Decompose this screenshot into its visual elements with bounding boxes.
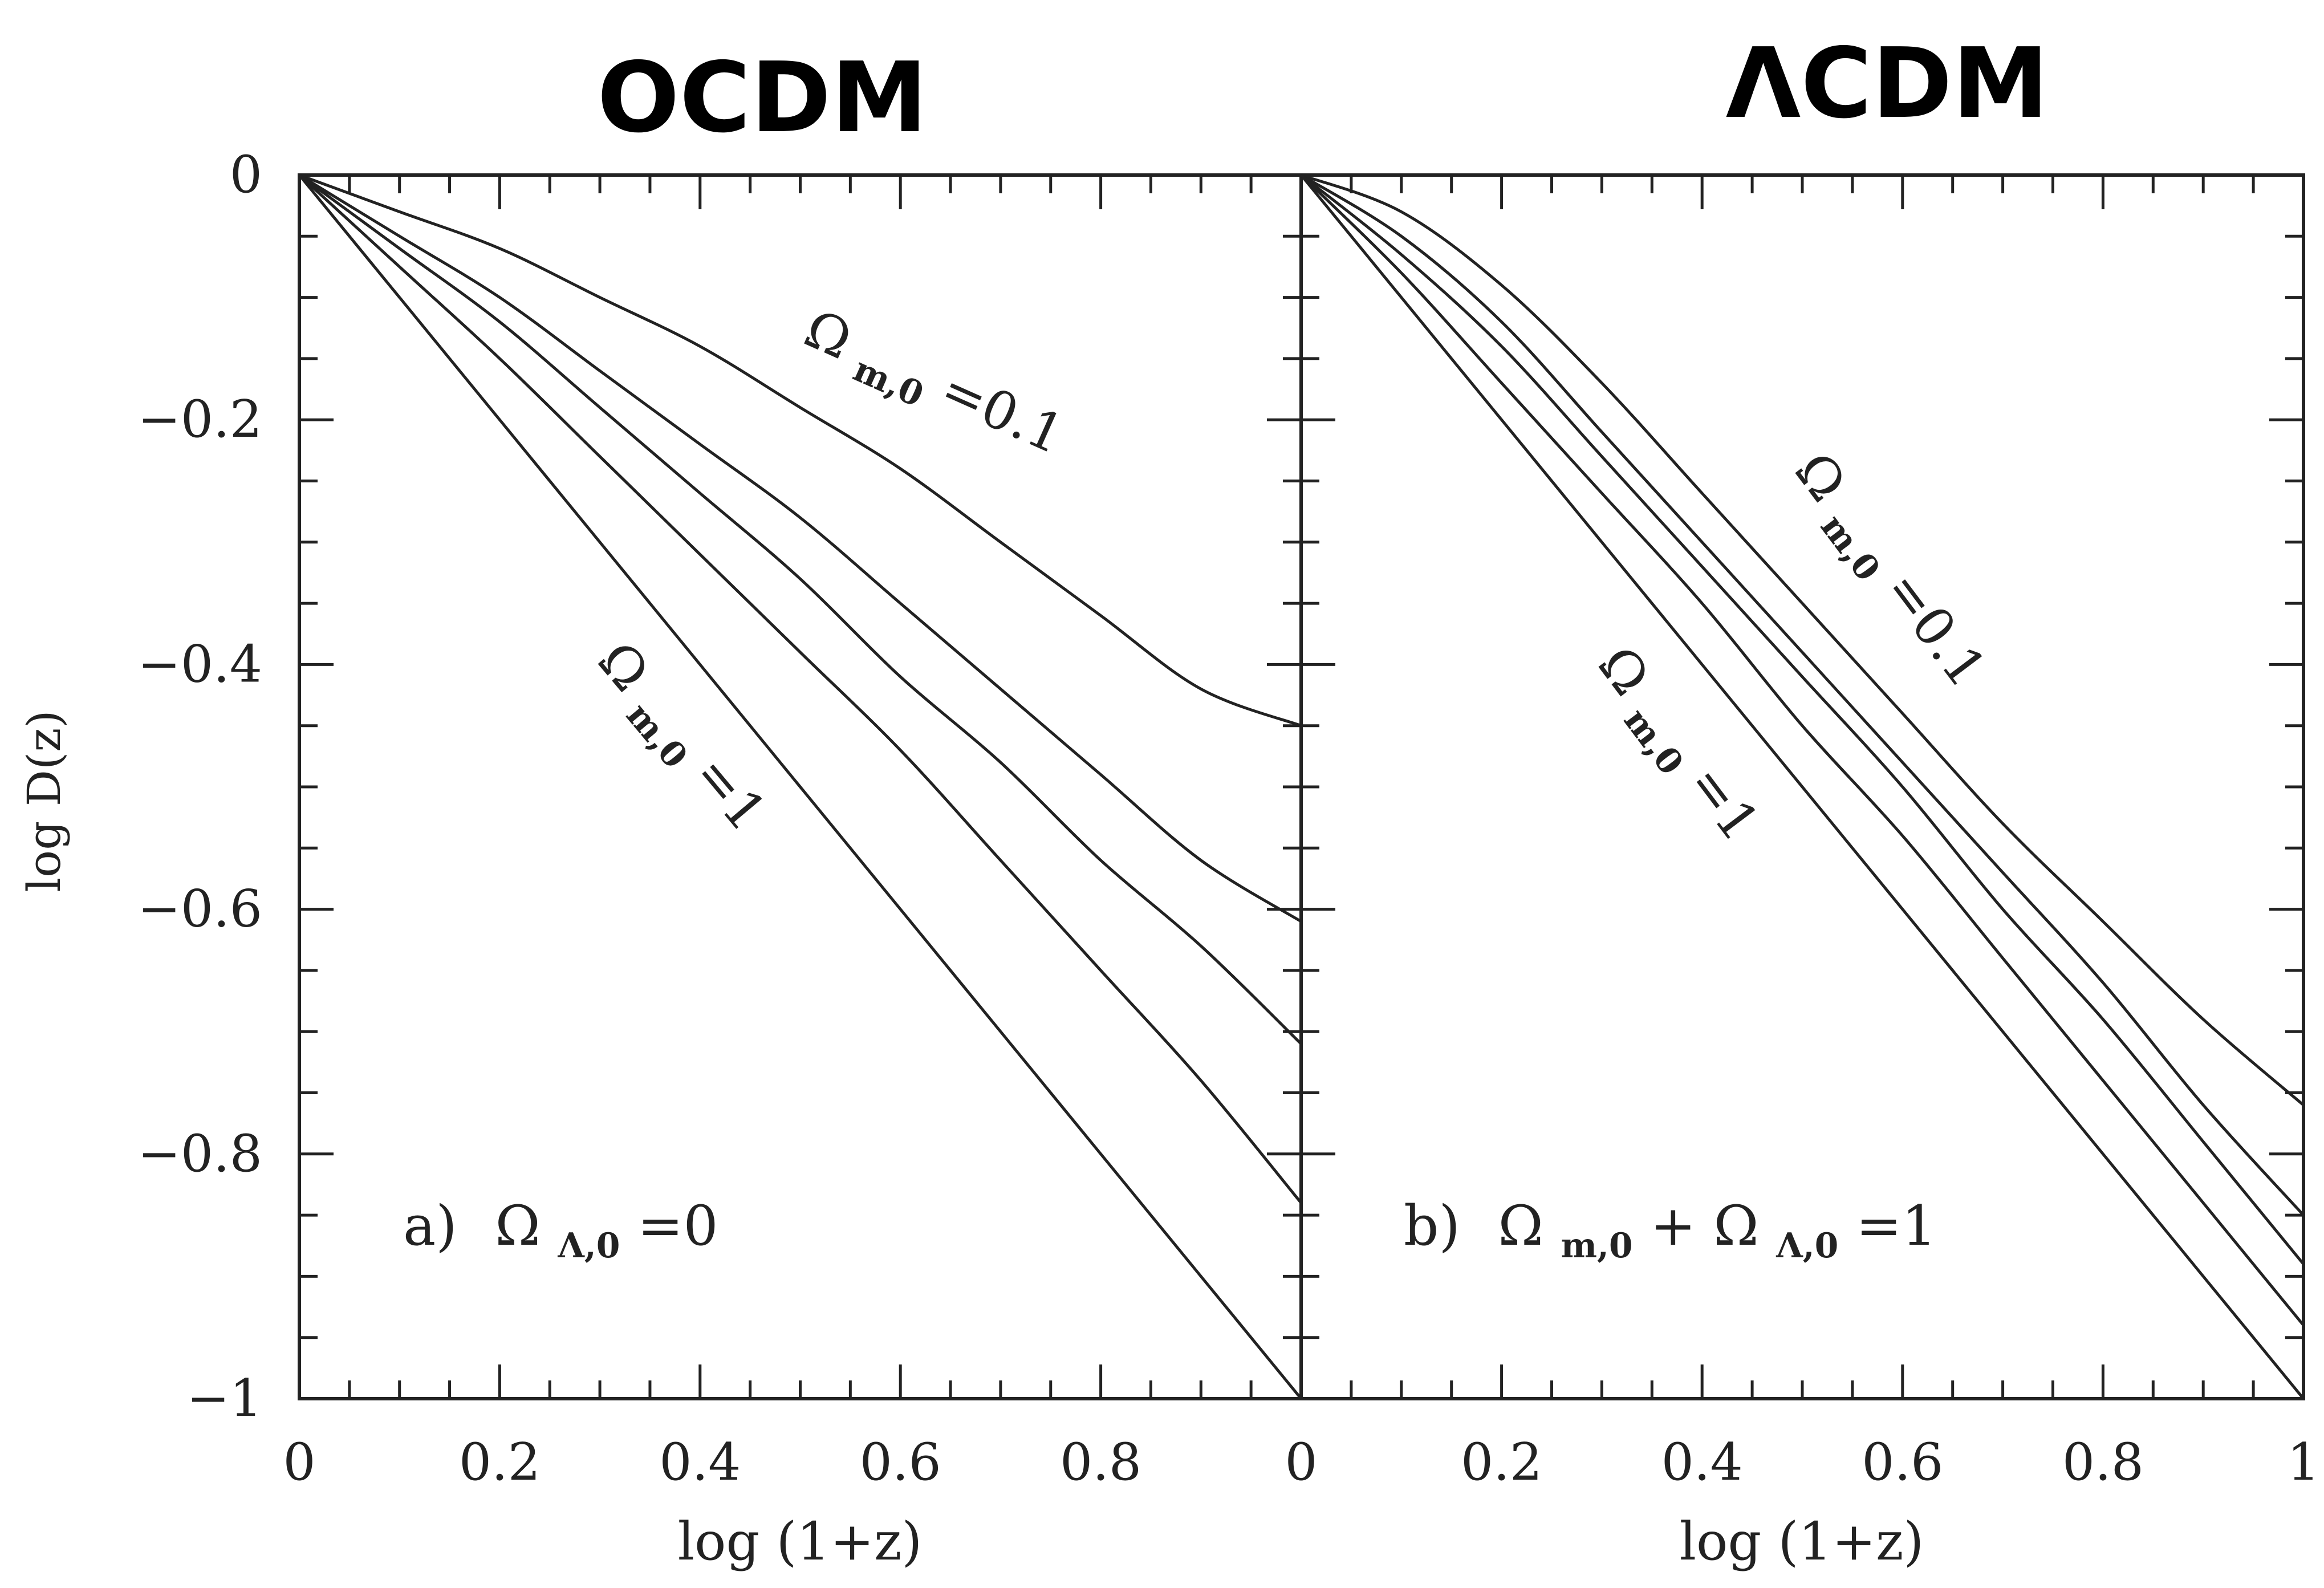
panel-a-x-tick-labels: 0 0.2 0.4 0.6 0.8 <box>283 1432 1141 1492</box>
x-tick-label: 0 <box>1285 1432 1317 1492</box>
panel-b-omega-lambda-subscript: Λ,0 <box>1775 1226 1838 1266</box>
curve-label-omega: Ω <box>796 298 860 371</box>
panel-b-handwritten-title: ΛCDM <box>1726 27 2049 140</box>
x-tick-label: 0.6 <box>1862 1432 1943 1492</box>
panel-a-curve-label-low-omega: Ω m,0 =0.1 <box>791 298 1073 477</box>
x-tick-label: 0.2 <box>459 1432 541 1492</box>
series-line-1 <box>1301 173 2305 1106</box>
panel-a-ticks <box>298 173 1303 1400</box>
panel-b-plus-sign: + <box>1650 1194 1696 1258</box>
panel-b-x-tick-labels: 0 0.2 0.4 0.6 0.8 1 <box>1285 1432 2319 1492</box>
panel-a-curve-label-high-omega: Ω m,0 =1 <box>576 630 778 851</box>
panel-a-omega-symbol: Ω <box>495 1194 541 1258</box>
x-tick-label: 0.8 <box>2062 1432 2144 1492</box>
y-tick-label: −0.4 <box>137 634 262 694</box>
series-line-5 <box>1300 174 2305 1400</box>
y-tick-label: −0.6 <box>137 879 262 939</box>
y-tick-label: 0 <box>230 145 262 205</box>
series-line-4 <box>298 174 1302 1204</box>
panel-b-condition-value: =1 <box>1856 1194 1937 1258</box>
panel-a-label: a) <box>403 1194 457 1258</box>
series-line-2 <box>298 173 1302 923</box>
panel-a-omega-subscript: Λ,0 <box>557 1226 620 1266</box>
panel-b-omega-lambda-symbol: Ω <box>1713 1194 1759 1258</box>
curve-label-subscript: m,0 <box>618 696 695 777</box>
panel-b-x-axis-label: log (1+z) <box>1680 1511 1924 1572</box>
panel-b-condition: b) Ω m,0 + Ω Λ,0 =1 <box>1404 1194 1936 1270</box>
series-line-3 <box>1300 174 2305 1265</box>
panel-b-curves <box>1300 173 2305 1400</box>
series-line-1 <box>299 173 1302 728</box>
x-tick-label: 0.2 <box>1461 1432 1542 1492</box>
curve-label-subscript: m,0 <box>1813 507 1888 588</box>
curve-label-omega: Ω <box>586 630 661 702</box>
series-line-4 <box>1300 174 2305 1326</box>
series-line-5 <box>298 174 1302 1400</box>
panel-b-curve-label-low-omega: Ω m,0 =0.1 <box>1773 441 1998 706</box>
x-tick-label: 0.4 <box>1661 1432 1743 1492</box>
panel-a-handwritten-title: OCDM <box>597 42 928 155</box>
curve-label-value: =1 <box>1676 754 1771 852</box>
y-tick-label: −0.2 <box>137 389 262 449</box>
curve-label-subscript: m,0 <box>1616 701 1691 782</box>
panel-b-omega-m-subscript: m,0 <box>1561 1226 1633 1266</box>
panel-b-ticks <box>1299 173 2305 1400</box>
curve-label-value: =1 <box>682 744 778 843</box>
curve-label-subscript: m,0 <box>847 350 929 415</box>
panel-a-condition-value: =0 <box>637 1194 718 1258</box>
y-axis-label: log D(z) <box>18 710 71 892</box>
series-line-2 <box>1300 173 2305 1216</box>
curve-label-omega: Ω <box>1586 635 1661 706</box>
curve-label-value: =0.1 <box>932 358 1073 466</box>
y-tick-label: −0.8 <box>137 1124 262 1184</box>
y-tick-labels: 0 −0.2 −0.4 −0.6 −0.8 −1 <box>137 145 262 1428</box>
panel-a-curves <box>298 173 1302 1400</box>
panel-b-curve-label-high-omega: Ω m,0 =1 <box>1577 635 1772 860</box>
curve-label-omega: Ω <box>1783 441 1858 513</box>
x-tick-label: 0 <box>283 1432 315 1492</box>
x-tick-label: 0.6 <box>860 1432 941 1492</box>
x-tick-label: 0.4 <box>659 1432 741 1492</box>
x-tick-label: 0.8 <box>1060 1432 1141 1492</box>
panel-a-condition: a) Ω Λ,0 =0 <box>403 1194 718 1270</box>
y-tick-label: −1 <box>186 1368 262 1428</box>
x-tick-label: 1 <box>2287 1432 2319 1492</box>
panel-b-omega-m-symbol: Ω <box>1498 1194 1543 1258</box>
panel-b-label: b) <box>1404 1194 1460 1258</box>
series-line-3 <box>298 173 1302 1045</box>
panel-a-x-axis-label: log (1+z) <box>678 1511 923 1572</box>
curve-label-value: =0.1 <box>1872 560 1998 698</box>
